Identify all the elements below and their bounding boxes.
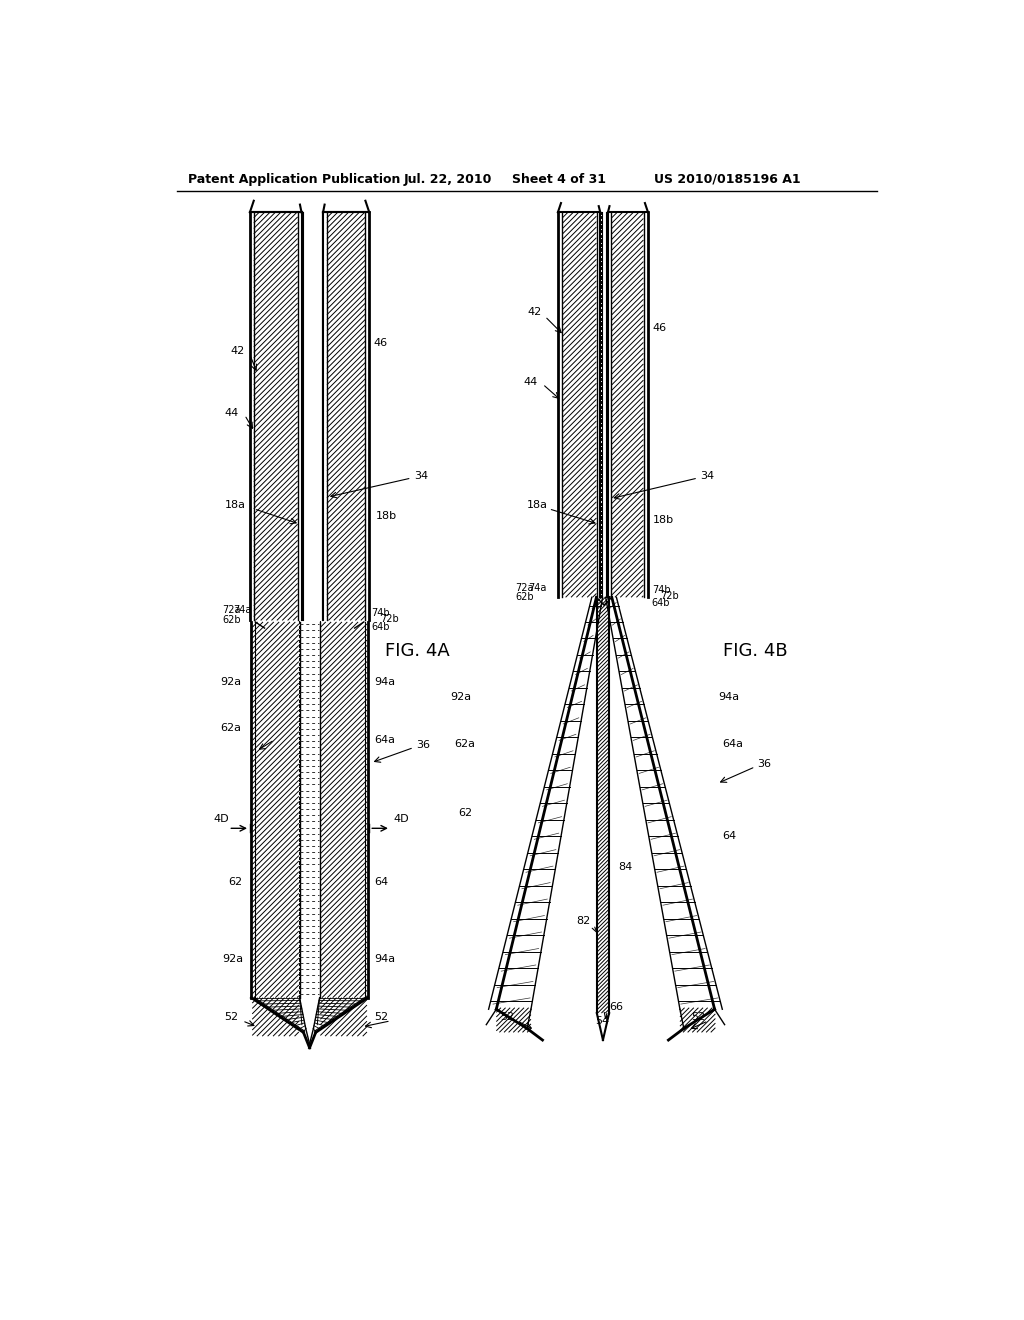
Text: 62b: 62b: [222, 615, 241, 624]
Text: 18a: 18a: [526, 500, 548, 510]
Text: FIG. 4B: FIG. 4B: [724, 643, 788, 660]
Text: 4D: 4D: [393, 814, 409, 824]
Text: 36: 36: [757, 759, 771, 770]
Text: 74a: 74a: [528, 583, 547, 593]
Text: 82: 82: [577, 916, 590, 925]
Text: 74a: 74a: [233, 606, 251, 615]
Text: 72b: 72b: [380, 614, 398, 624]
Text: 46: 46: [373, 338, 387, 348]
Text: 18a: 18a: [224, 500, 246, 510]
Text: 44: 44: [224, 408, 239, 417]
Text: 84: 84: [618, 862, 633, 871]
Text: 94a: 94a: [374, 954, 395, 964]
Text: 72a: 72a: [515, 583, 535, 593]
Text: 92a: 92a: [222, 954, 244, 964]
Text: 52: 52: [224, 1012, 239, 1022]
Text: 92a: 92a: [451, 693, 471, 702]
Text: 74b: 74b: [372, 607, 390, 618]
Text: 34: 34: [414, 471, 428, 480]
Text: US 2010/0185196 A1: US 2010/0185196 A1: [654, 173, 801, 186]
Text: 92a: 92a: [220, 677, 242, 686]
Text: 42: 42: [230, 346, 245, 356]
Text: FIG. 4A: FIG. 4A: [385, 643, 450, 660]
Text: 64b: 64b: [652, 598, 671, 609]
Text: Jul. 22, 2010: Jul. 22, 2010: [403, 173, 493, 186]
Text: 42: 42: [527, 308, 542, 317]
Text: Sheet 4 of 31: Sheet 4 of 31: [512, 173, 606, 186]
Text: 64a: 64a: [722, 739, 743, 748]
Text: 64: 64: [374, 878, 388, 887]
Text: 62: 62: [458, 808, 472, 818]
Text: 62a: 62a: [454, 739, 475, 748]
Text: 44: 44: [523, 376, 538, 387]
Text: 46: 46: [652, 323, 667, 333]
Text: 54: 54: [595, 1016, 609, 1026]
Text: 18b: 18b: [376, 511, 396, 521]
Text: 4D: 4D: [213, 814, 228, 824]
Text: 64a: 64a: [374, 735, 395, 744]
Text: 52: 52: [691, 1012, 706, 1022]
Text: 62a: 62a: [220, 723, 242, 733]
Text: 66: 66: [609, 1002, 624, 1012]
Text: 94a: 94a: [719, 693, 739, 702]
Text: 94a: 94a: [374, 677, 395, 686]
Text: 74b: 74b: [652, 585, 671, 594]
Text: 62: 62: [228, 878, 243, 887]
Text: Patent Application Publication: Patent Application Publication: [188, 173, 400, 186]
Text: 36: 36: [416, 741, 430, 750]
Text: 64b: 64b: [372, 622, 390, 631]
Text: 72a: 72a: [222, 606, 241, 615]
Text: 52: 52: [500, 1012, 514, 1022]
Text: 18b: 18b: [652, 515, 674, 525]
Text: 34: 34: [700, 471, 715, 480]
Text: 52: 52: [374, 1012, 388, 1022]
Text: 62b: 62b: [515, 593, 535, 602]
Text: 64: 64: [722, 832, 736, 841]
Text: 72b: 72b: [660, 591, 679, 601]
